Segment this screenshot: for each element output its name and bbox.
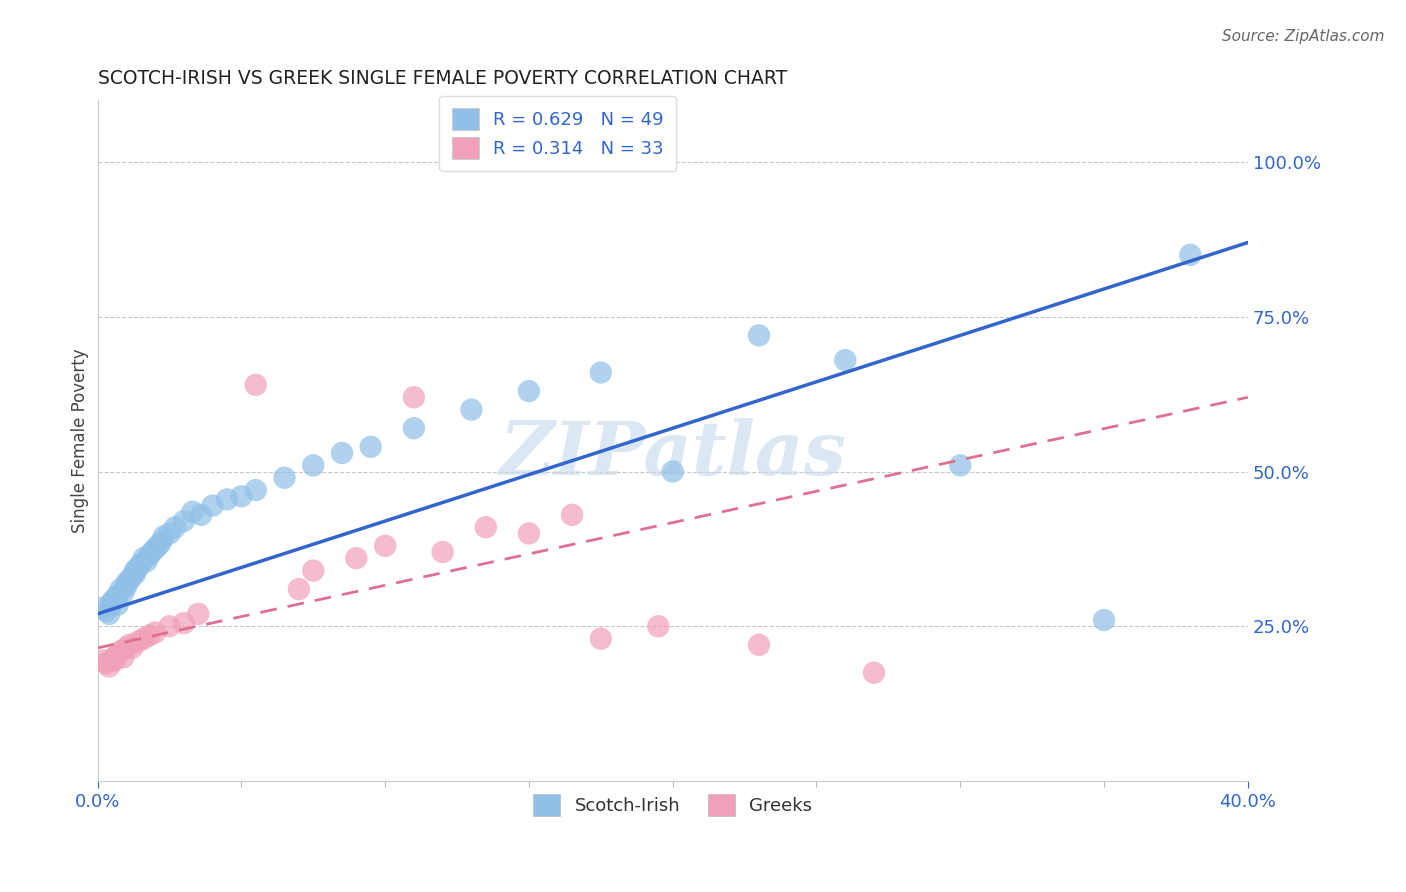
Point [135,554,157,568]
Point [91,600,114,615]
Point [165,520,187,534]
Point [273,471,295,485]
Legend: Scotch-Irish, Greeks: Scotch-Irish, Greeks [526,787,820,823]
Point [104,653,127,667]
Point [432,545,454,559]
Point [138,628,160,642]
Point [115,579,138,593]
Point [132,551,155,566]
Point [288,582,311,596]
Point [517,384,540,398]
Text: SCOTCH-IRISH VS GREEK SINGLE FEMALE POVERTY CORRELATION CHART: SCOTCH-IRISH VS GREEK SINGLE FEMALE POVE… [97,69,787,87]
Point [118,573,141,587]
Point [104,591,127,606]
Point [245,377,267,392]
Point [110,582,132,596]
Point [159,619,181,633]
Point [127,560,149,574]
Point [115,640,138,655]
Point [949,458,972,473]
Point [104,650,127,665]
Point [98,659,121,673]
Point [173,514,195,528]
Point [143,541,166,556]
Point [517,526,540,541]
Point [121,570,143,584]
Point [231,489,253,503]
Point [149,535,172,549]
Point [107,588,129,602]
Point [330,446,353,460]
Point [124,566,146,581]
Point [402,421,425,435]
Point [138,548,160,562]
Point [402,390,425,404]
Point [121,640,143,655]
Point [143,625,166,640]
Point [127,634,149,648]
Point [245,483,267,497]
Point [834,353,856,368]
Point [101,598,124,612]
Y-axis label: Single Female Poverty: Single Female Poverty [72,348,89,533]
Point [863,665,886,680]
Point [118,638,141,652]
Point [360,440,382,454]
Point [107,647,129,661]
Point [124,564,146,578]
Point [187,607,209,621]
Point [159,526,181,541]
Point [344,551,367,566]
Point [302,564,325,578]
Point [98,607,121,621]
Point [96,604,118,618]
Point [146,539,169,553]
Point [374,539,396,553]
Point [129,558,152,572]
Point [152,529,174,543]
Point [1180,248,1202,262]
Point [561,508,583,522]
Text: ZIPatlas: ZIPatlas [499,418,846,491]
Point [460,402,482,417]
Point [101,653,124,667]
Point [215,492,238,507]
Point [96,657,118,671]
Point [91,653,114,667]
Point [748,638,770,652]
Point [190,508,212,522]
Point [589,366,612,380]
Point [661,465,683,479]
Point [101,594,124,608]
Point [112,650,135,665]
Point [110,644,132,658]
Point [748,328,770,343]
Point [112,585,135,599]
Point [201,499,224,513]
Point [475,520,498,534]
Point [1092,613,1115,627]
Point [589,632,612,646]
Text: Source: ZipAtlas.com: Source: ZipAtlas.com [1222,29,1385,44]
Point [302,458,325,473]
Point [173,616,195,631]
Point [181,505,204,519]
Point [141,545,163,559]
Point [115,576,138,591]
Point [647,619,669,633]
Point [107,598,129,612]
Point [132,632,155,646]
